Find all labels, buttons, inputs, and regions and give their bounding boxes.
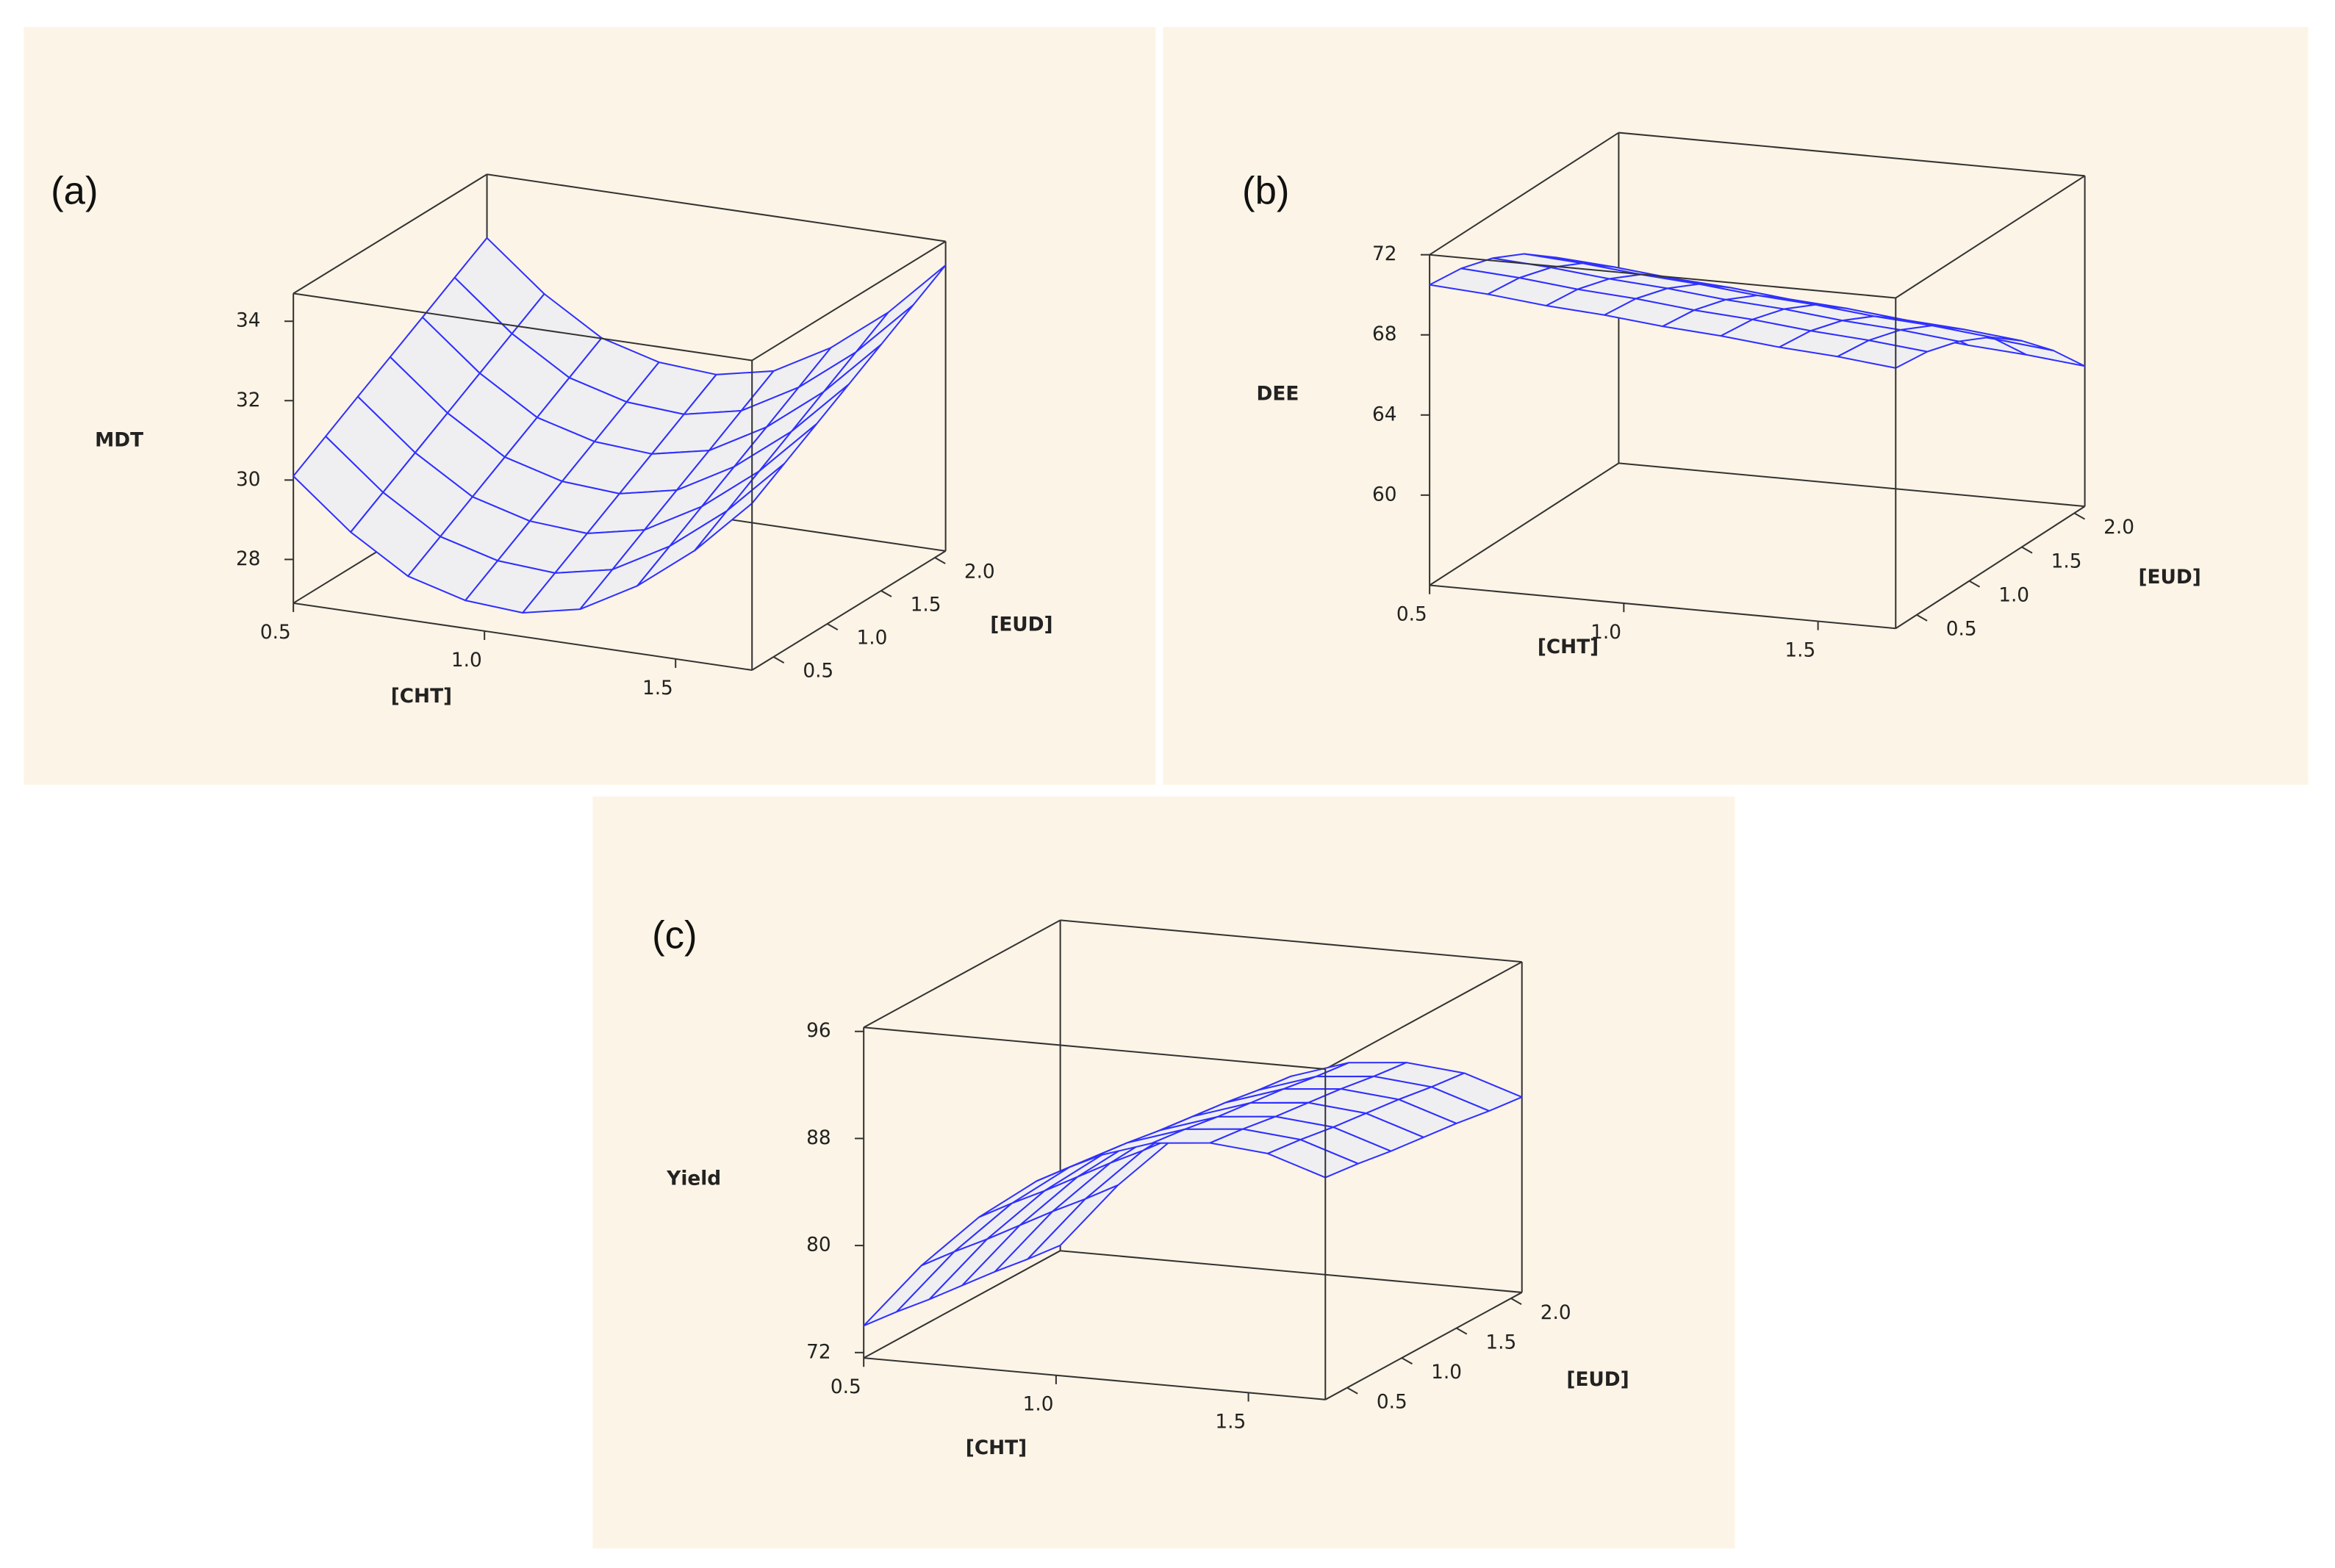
y-tick xyxy=(2021,546,2033,554)
y-tick-label: 1.5 xyxy=(911,594,941,616)
x-axis-label: [CHT] xyxy=(391,686,452,708)
x-tick-label: 0.5 xyxy=(260,622,291,644)
z-tick-label: 28 xyxy=(236,548,261,570)
surface-cell xyxy=(1266,1139,1359,1179)
z-tick-label: 34 xyxy=(236,310,261,332)
y-tick-label: 1.0 xyxy=(1431,1362,1462,1384)
z-axis-label: DEE xyxy=(1257,384,1299,406)
box-edge xyxy=(1618,132,2085,177)
x-tick-label: 1.0 xyxy=(1023,1394,1054,1416)
box-edge xyxy=(1060,1250,1522,1293)
y-tick-label: 0.5 xyxy=(1946,619,1977,641)
y-tick xyxy=(1456,1327,1468,1335)
y-tick xyxy=(2073,512,2085,520)
z-tick-label: 30 xyxy=(236,469,261,491)
x-tick-label: 1.5 xyxy=(1785,639,1815,661)
surface-cell xyxy=(1837,339,1929,369)
box-edge xyxy=(1618,462,2085,508)
panel-label: (a) xyxy=(51,170,98,213)
box-edge xyxy=(863,919,1061,1029)
y-tick-label: 0.5 xyxy=(1377,1391,1407,1413)
y-tick xyxy=(1401,1357,1413,1365)
panel-background xyxy=(592,796,1735,1549)
y-tick xyxy=(934,557,946,564)
surface-cell xyxy=(694,462,786,552)
box-edge xyxy=(293,173,488,295)
box-edge xyxy=(487,173,946,242)
y-tick xyxy=(1968,580,1981,588)
y-tick-label: 1.0 xyxy=(856,627,887,650)
x-tick-label: 1.5 xyxy=(642,677,673,700)
x-tick-label: 0.5 xyxy=(831,1376,861,1398)
y-tick xyxy=(827,623,839,630)
z-tick-label: 96 xyxy=(806,1020,831,1042)
box-edge xyxy=(751,550,947,671)
y-tick-label: 1.5 xyxy=(1485,1331,1516,1353)
z-tick-label: 72 xyxy=(806,1341,831,1363)
x-axis-label: [CHT] xyxy=(966,1437,1027,1459)
box-edge xyxy=(1060,919,1522,963)
y-axis-label: [EUD] xyxy=(1566,1369,1629,1391)
box-edge xyxy=(863,1250,1061,1359)
y-tick xyxy=(1346,1387,1358,1395)
z-axis-label: MDT xyxy=(95,429,143,451)
y-tick xyxy=(772,656,785,663)
y-tick-label: 2.0 xyxy=(2103,517,2134,539)
y-tick-label: 2.0 xyxy=(1540,1302,1571,1324)
box-edge xyxy=(1895,506,2086,630)
box-edge xyxy=(1895,175,2086,299)
box-edge xyxy=(751,240,947,362)
y-tick-label: 1.5 xyxy=(2051,550,2082,572)
z-tick-label: 60 xyxy=(1372,483,1397,506)
y-tick-label: 1.0 xyxy=(1998,584,2029,606)
box-edge xyxy=(1430,253,1896,299)
x-tick-label: 1.0 xyxy=(1590,622,1621,644)
z-axis-label: Yield xyxy=(666,1168,721,1190)
z-tick-label: 64 xyxy=(1372,403,1397,425)
panel-label: (c) xyxy=(652,914,697,957)
y-tick xyxy=(1916,614,1928,622)
x-tick-label: 1.5 xyxy=(1215,1411,1246,1433)
box-edge xyxy=(864,1026,1326,1071)
y-axis-label: [EUD] xyxy=(2138,567,2201,589)
panel-label: (b) xyxy=(1242,170,1289,213)
box-edge xyxy=(1429,132,1619,256)
y-tick xyxy=(1510,1298,1522,1306)
z-tick-label: 32 xyxy=(236,389,261,411)
y-tick xyxy=(880,590,892,597)
y-tick-label: 2.0 xyxy=(964,561,995,583)
panel-background xyxy=(1163,26,2309,785)
box-edge xyxy=(1324,1292,1523,1400)
z-tick-label: 68 xyxy=(1372,323,1397,345)
y-axis-label: [EUD] xyxy=(990,614,1052,636)
z-tick-label: 72 xyxy=(1372,243,1397,265)
x-axis-label: [CHT] xyxy=(1538,636,1599,658)
x-tick-label: 0.5 xyxy=(1396,604,1427,626)
x-tick-label: 1.0 xyxy=(451,650,482,672)
z-tick-label: 80 xyxy=(806,1234,831,1256)
y-tick-label: 0.5 xyxy=(803,661,833,683)
box-edge xyxy=(1429,462,1619,586)
z-tick-label: 88 xyxy=(806,1127,831,1149)
box-edge xyxy=(1324,961,1523,1070)
box-edge xyxy=(293,292,753,362)
